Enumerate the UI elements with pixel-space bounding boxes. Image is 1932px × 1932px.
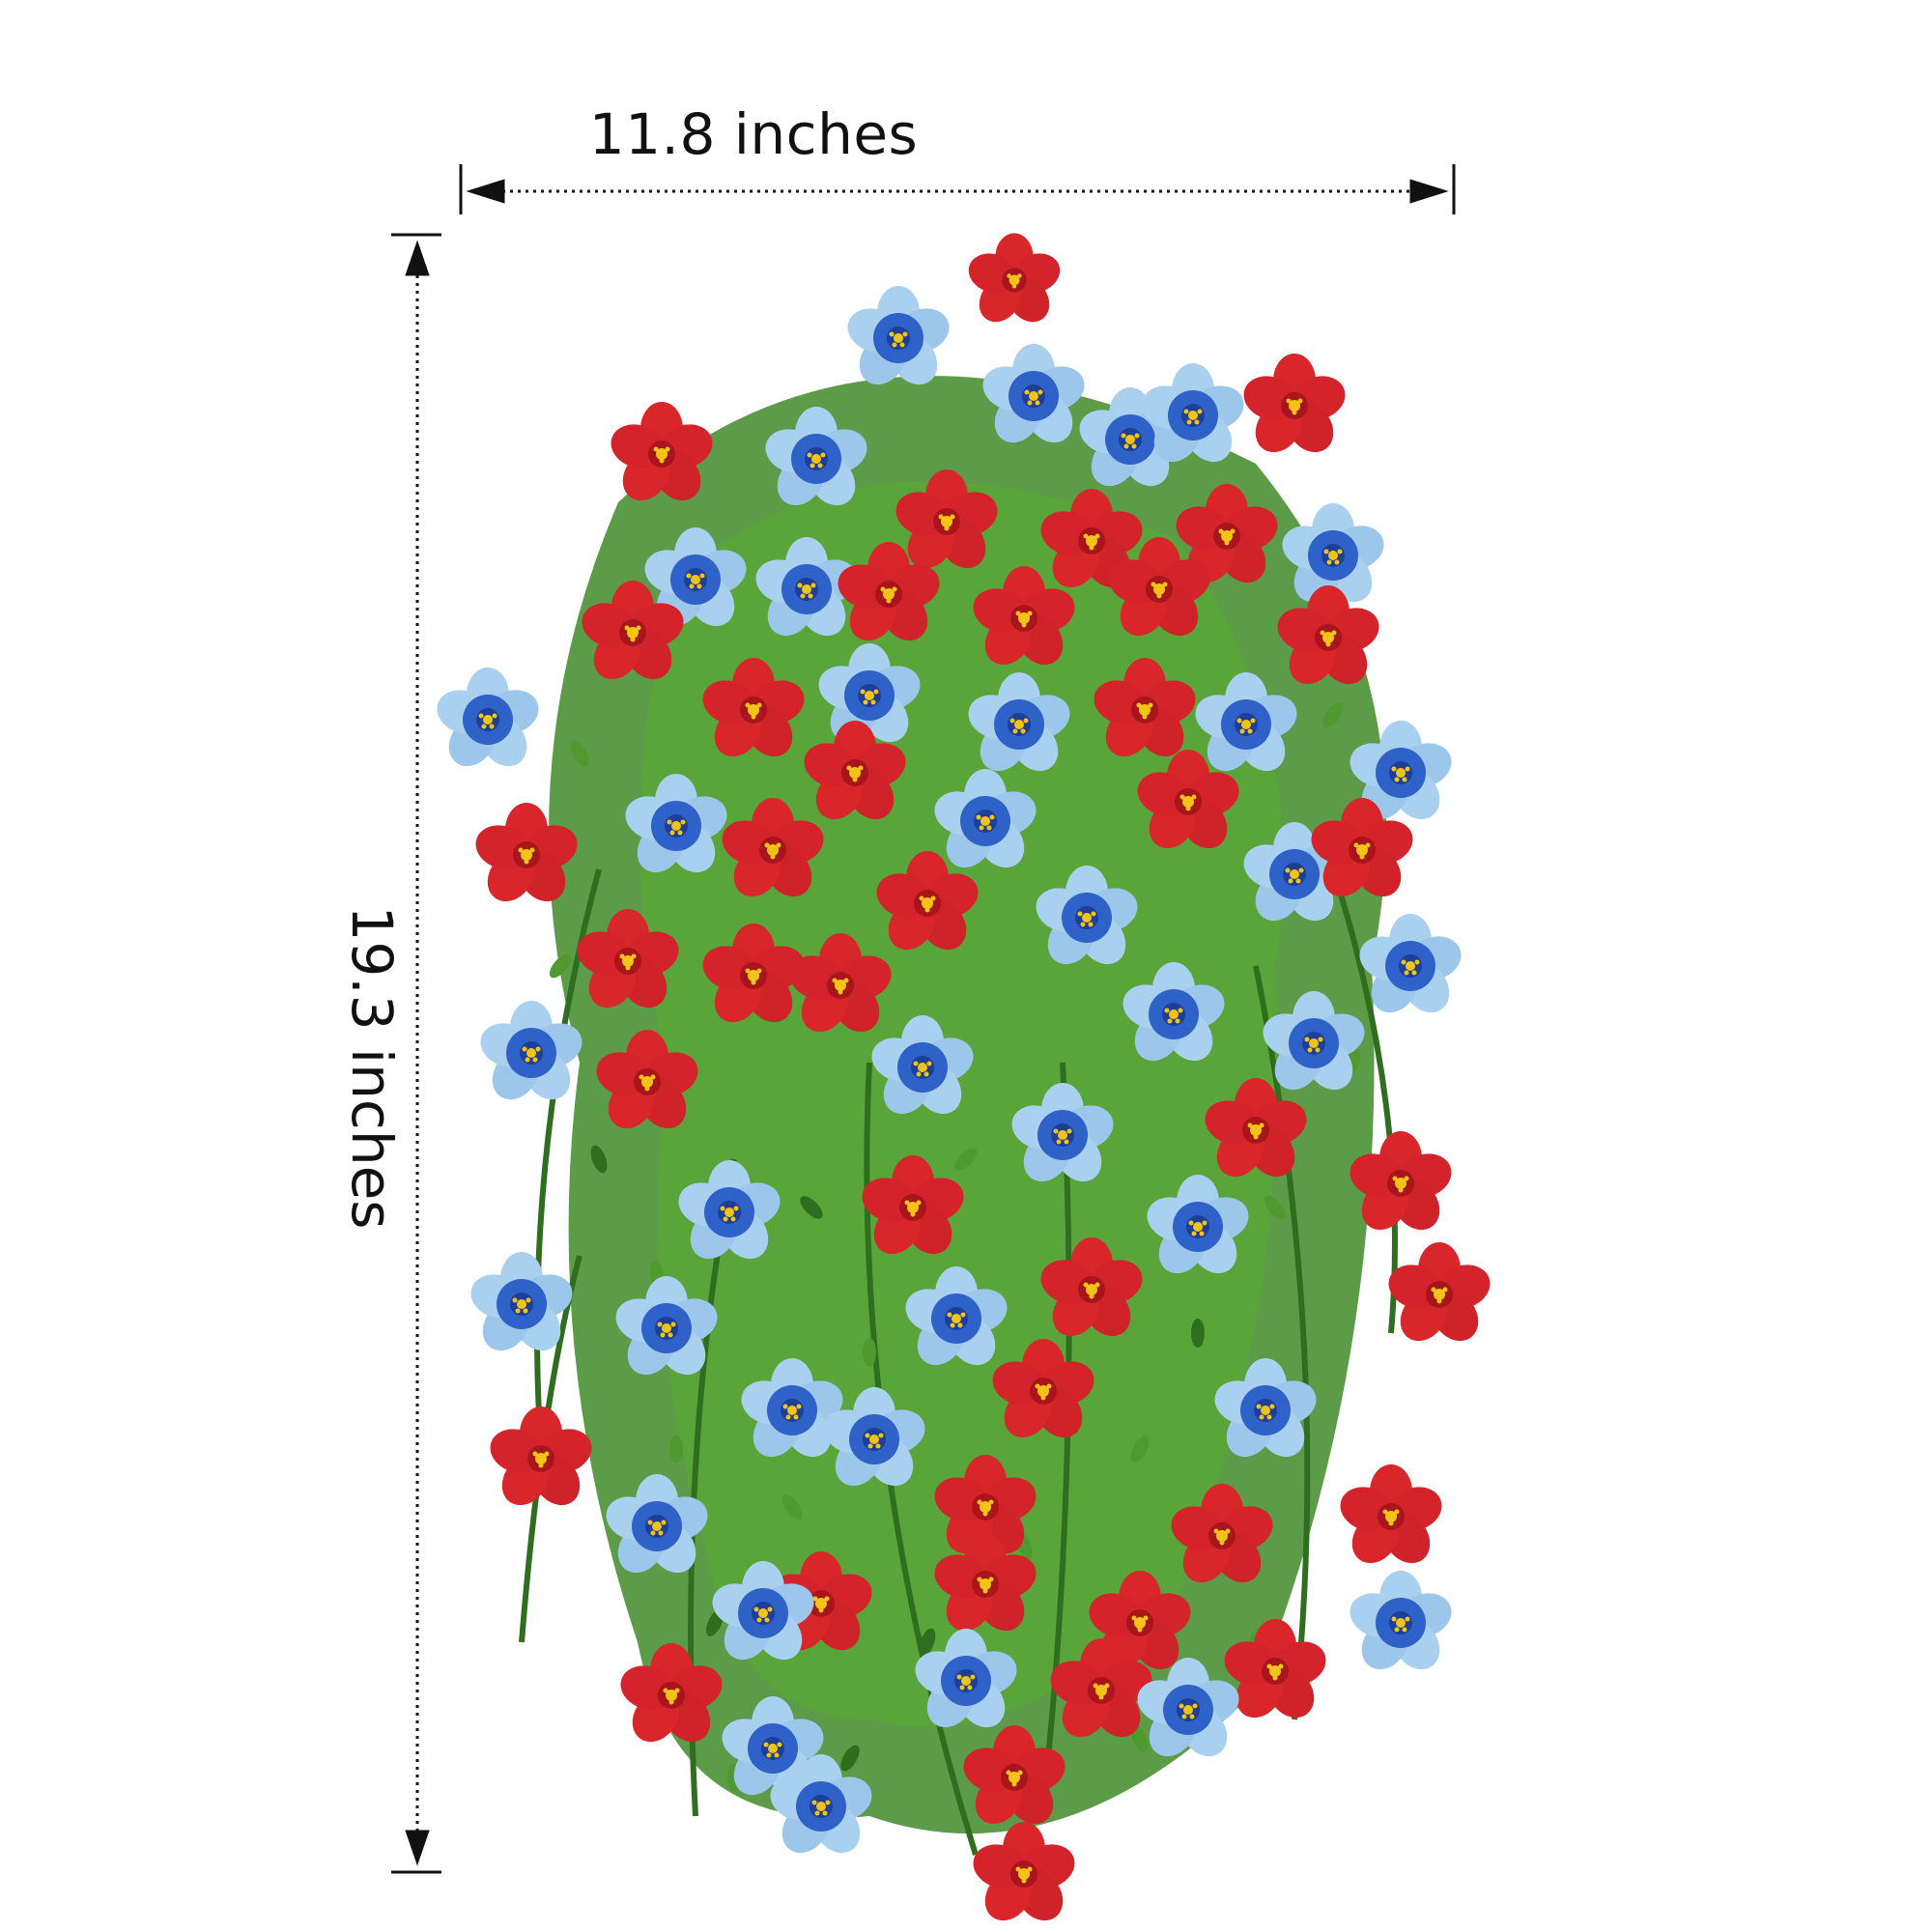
width-dimension-line xyxy=(459,164,1456,214)
arrow-up-icon xyxy=(405,240,430,276)
arrow-left-icon xyxy=(466,179,505,204)
height-dimension-label: 19.3 inches xyxy=(339,905,405,1230)
arrow-down-icon xyxy=(405,1830,430,1866)
width-dimension-label: 11.8 inches xyxy=(588,101,919,167)
height-dimension-line xyxy=(391,233,441,1874)
arrow-right-icon xyxy=(1409,179,1449,204)
